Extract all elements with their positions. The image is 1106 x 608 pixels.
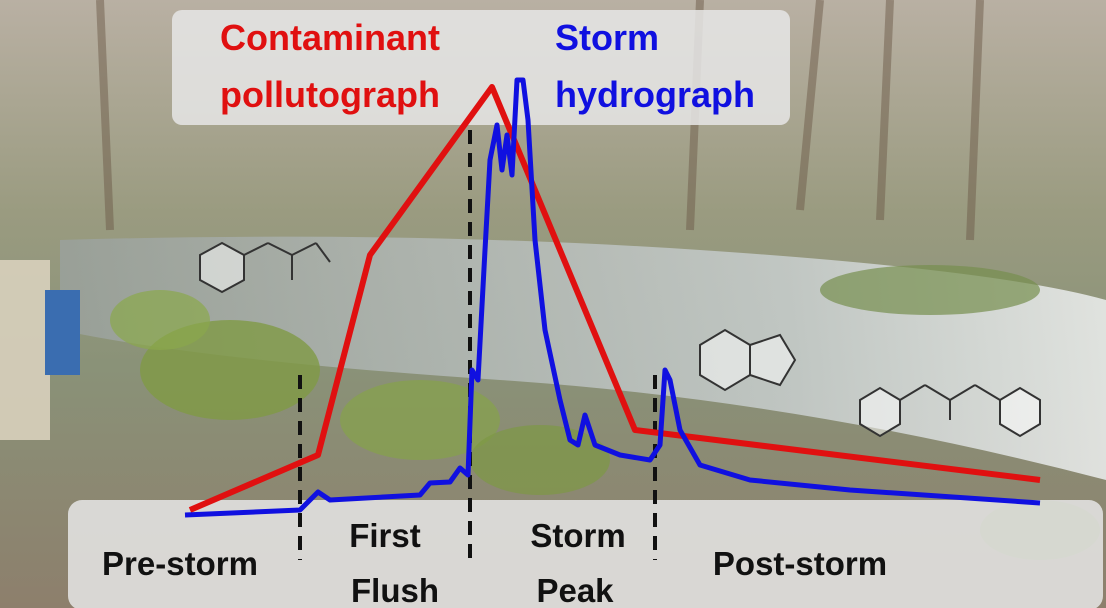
phase-label: Post-storm: [713, 545, 887, 582]
phase-dividers: [298, 130, 657, 560]
molecules: [199, 241, 1041, 438]
hydrograph-title: Storm: [555, 17, 659, 58]
phase-label: Flush: [351, 572, 439, 608]
header-box: [172, 10, 790, 125]
phase-label: First: [349, 517, 421, 554]
phase-box: [68, 500, 1103, 608]
hydrograph-curve: [184, 77, 1041, 518]
pollutograph-curve: [188, 84, 1041, 513]
phase-label: Peak: [536, 572, 614, 608]
phase-label: Pre-storm: [102, 545, 258, 582]
phase-label: Storm: [530, 517, 625, 554]
pollutograph-title: pollutograph: [220, 74, 440, 115]
hydrograph-title: hydrograph: [555, 74, 755, 115]
pollutograph-title: Contaminant: [220, 17, 440, 58]
